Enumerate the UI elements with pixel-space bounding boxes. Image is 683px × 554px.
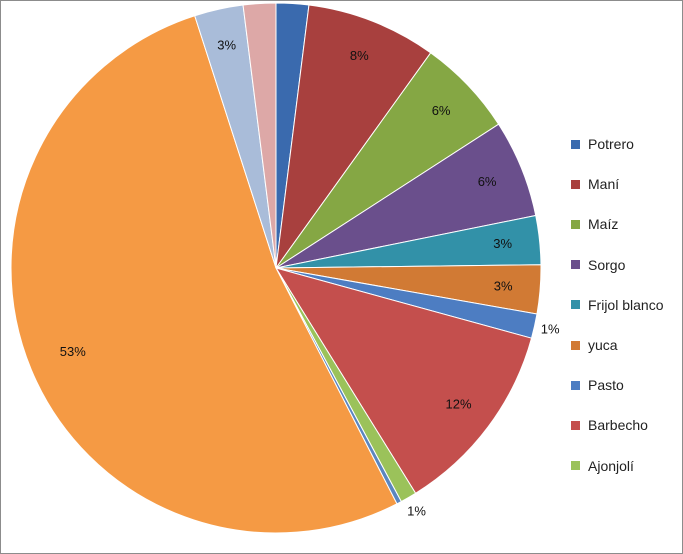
legend-label: Frijol blanco bbox=[588, 296, 664, 313]
data-label-barbecho: 12% bbox=[446, 396, 472, 411]
legend-item-potrero: Potrero bbox=[571, 124, 683, 164]
legend-item-yuca: yuca bbox=[571, 325, 683, 365]
data-label-yuca: 3% bbox=[494, 278, 513, 293]
legend-swatch bbox=[571, 300, 580, 310]
legend-item-ajonjoli: Ajonjolí bbox=[571, 446, 683, 486]
legend-label: Maní bbox=[588, 176, 620, 193]
legend-swatch bbox=[571, 219, 580, 229]
data-label-ajonjoli: 1% bbox=[407, 503, 426, 518]
legend-swatch bbox=[571, 420, 580, 430]
legend-swatch bbox=[571, 380, 580, 390]
data-label-mani: 8% bbox=[350, 48, 369, 63]
legend-item-mani: Maní bbox=[571, 164, 683, 204]
legend-item-sorgo: Sorgo bbox=[571, 245, 683, 285]
legend-swatch bbox=[571, 260, 580, 270]
pie-slice-mani bbox=[275, 4, 432, 269]
pie-slice-unlabeled-10 bbox=[10, 15, 398, 534]
pie-slice-unlabeled-12 bbox=[242, 2, 277, 269]
legend-label: Sorgo bbox=[588, 256, 626, 273]
legend-item-barbecho: Barbecho bbox=[571, 405, 683, 445]
data-label-pasto: 1% bbox=[541, 322, 560, 337]
legend-swatch bbox=[571, 461, 580, 471]
legend-label: yuca bbox=[588, 337, 618, 354]
legend-swatch bbox=[571, 139, 580, 149]
legend-label: Potrero bbox=[588, 136, 634, 153]
legend-item-frijol-blanco: Frijol blanco bbox=[571, 285, 683, 325]
legend-label: Barbecho bbox=[588, 417, 648, 434]
chart-legend: Potrero Maní Maíz Sorgo Frijol blanco yuca Pas… bbox=[571, 124, 683, 486]
legend-swatch bbox=[571, 340, 580, 350]
data-label-unlabeled-11: 3% bbox=[217, 38, 236, 53]
data-label-unlabeled-10: 53% bbox=[60, 344, 86, 359]
legend-label: Pasto bbox=[588, 377, 624, 394]
legend-label: Ajonjolí bbox=[588, 457, 634, 474]
pie-slice-barbecho bbox=[274, 267, 533, 494]
legend-item-maiz: Maíz bbox=[571, 204, 683, 244]
legend-item-pasto: Pasto bbox=[571, 365, 683, 405]
legend-swatch bbox=[571, 179, 580, 189]
data-label-maiz: 6% bbox=[432, 103, 451, 118]
data-label-frijol-blanco: 3% bbox=[493, 236, 512, 251]
legend-label: Maíz bbox=[588, 216, 619, 233]
data-label-sorgo: 6% bbox=[478, 174, 497, 189]
